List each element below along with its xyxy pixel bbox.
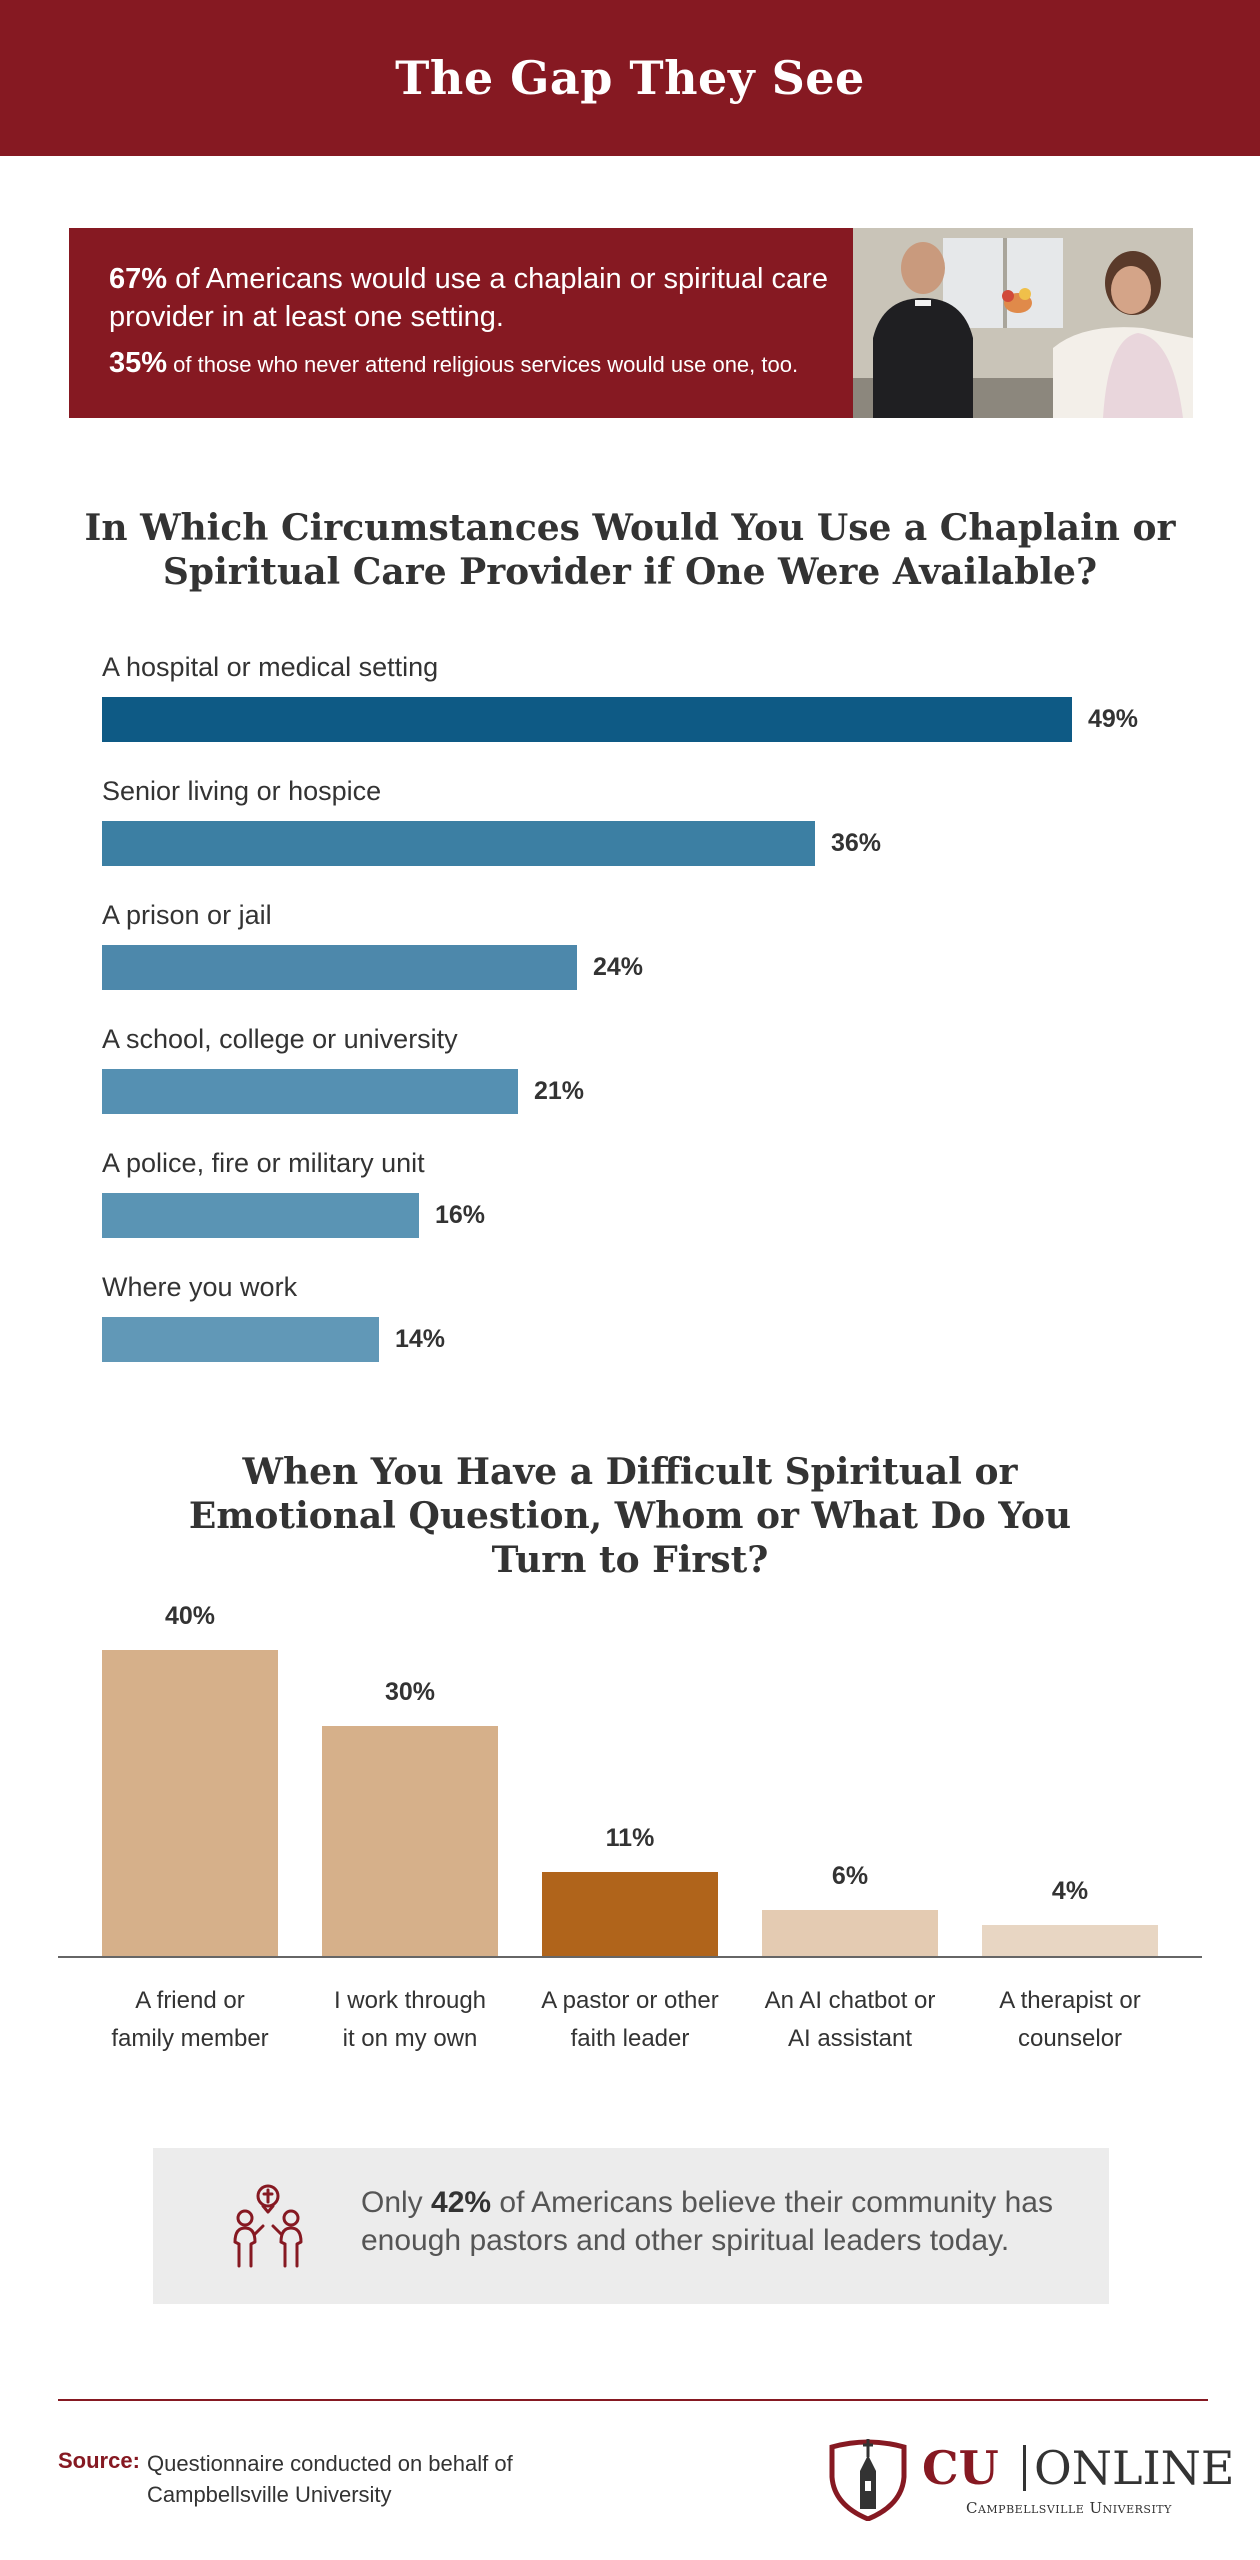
vbar-category-label: I work through it on my own <box>300 1982 520 2058</box>
vbar-category-line: An AI chatbot or <box>764 1987 936 2014</box>
stat-1-percent: 67% <box>109 263 168 295</box>
source-label: Source: <box>58 2448 140 2473</box>
vbar-category-line: I work through <box>333 1987 487 2014</box>
hbar-value-label: 14% <box>395 1325 446 1353</box>
hbar-bar <box>102 945 577 990</box>
vbar-category-line: A friend or <box>135 1987 245 2014</box>
vbar-category-line: faith leader <box>570 2025 690 2052</box>
stat-2-text: of those who never attend religious serv… <box>167 352 799 377</box>
vbar-category-line: it on my own <box>342 2025 478 2052</box>
vbar-category-label: A pastor or other faith leader <box>520 1982 740 2058</box>
stat-2-percent: 35% <box>109 347 168 379</box>
hbar-bar <box>102 821 815 866</box>
hbar-category-label: Senior living or hospice <box>102 776 382 806</box>
vbar-value-label: 11% <box>605 1824 655 1852</box>
cu-online-logo: CU ONLINE Campbellsville University <box>826 2433 1235 2523</box>
header-banner: The Gap They See <box>0 0 1260 156</box>
stat-line-1: 67% of Americans would use a chaplain or… <box>109 260 869 336</box>
vbar-bar <box>322 1726 498 1956</box>
vbar-bar <box>762 1910 938 1956</box>
hbar-category-label: A hospital or medical setting <box>102 652 439 682</box>
hbar-category-label: Where you work <box>102 1272 298 1302</box>
hbar-value-label: 36% <box>831 829 882 857</box>
chart-2-title: When You Have a Difficult Spiritual or E… <box>188 1451 1072 1581</box>
logo-subtitle: Campbellsville University <box>966 2499 1172 2517</box>
chart-2-baseline <box>58 1956 1202 1958</box>
stat-line-2: 35% of those who never attend religious … <box>109 346 869 382</box>
vbar-category-line: A therapist or <box>999 1987 1141 2014</box>
hbar-category-label: A prison or jail <box>102 900 272 930</box>
source-text: Questionnaire conducted on behalf of Cam… <box>147 2451 513 2507</box>
page-title: The Gap They See <box>395 51 865 105</box>
vbar-bar <box>102 1650 278 1956</box>
vbar-category-line: AI assistant <box>787 2025 913 2052</box>
vbar-value-label: 40% <box>164 1602 216 1630</box>
footer-divider <box>58 2399 1208 2401</box>
hbar-bar <box>102 697 1072 742</box>
callout-text: Only 42% of Americans believe their comm… <box>361 2184 1061 2260</box>
callout-text-after: of Americans believe their community has… <box>361 2186 1053 2257</box>
stat-box: 67% of Americans would use a chaplain or… <box>69 228 1193 418</box>
hbar-value-label: 21% <box>534 1077 585 1105</box>
hbar-bar <box>102 1317 379 1362</box>
hbar-bar <box>102 1193 419 1238</box>
vbar-category-label: A therapist or counselor <box>960 1982 1180 2058</box>
hbar-value-label: 49% <box>1088 705 1139 733</box>
vbar-category-label: An AI chatbot or AI assistant <box>740 1982 960 2058</box>
vbar-category-line: A pastor or other <box>541 1987 719 2014</box>
callout-percent: 42% <box>431 2186 492 2219</box>
vbar-bar <box>982 1925 1158 1956</box>
vbar-value-label: 6% <box>831 1862 869 1890</box>
vbar-category-line: family member <box>111 2025 269 2052</box>
stat-1-text: of Americans would use a chaplain or spi… <box>109 263 828 333</box>
vbar-category-label: A friend or family member <box>80 1982 300 2058</box>
chaplain-with-patient-photo <box>853 228 1193 418</box>
vbar-category-line: counselor <box>1017 2025 1123 2052</box>
vbar-bar <box>542 1872 718 1956</box>
university-crest-icon <box>829 2439 907 2521</box>
callout-text-before: Only <box>361 2186 432 2219</box>
logo-separator <box>1023 2445 1026 2491</box>
hbar-bar <box>102 1069 518 1114</box>
vbar-value-label: 30% <box>384 1678 436 1706</box>
logo-online: ONLINE <box>1034 2441 1235 2495</box>
hbar-category-label: A school, college or university <box>102 1024 458 1054</box>
hbar-category-label: A police, fire or military unit <box>102 1148 425 1178</box>
hbar-value-label: 24% <box>593 953 644 981</box>
vbar-value-label: 4% <box>1051 1877 1089 1905</box>
logo-cu: CU <box>922 2441 999 2495</box>
people-with-cross-icon <box>233 2184 303 2268</box>
photo-illustration <box>853 228 1193 418</box>
stat-text: 67% of Americans would use a chaplain or… <box>109 260 869 382</box>
hbar-value-label: 16% <box>435 1201 486 1229</box>
community-callout: Only 42% of Americans believe their comm… <box>153 2148 1109 2304</box>
chart-1-title: In Which Circumstances Would You Use a C… <box>84 507 1176 593</box>
